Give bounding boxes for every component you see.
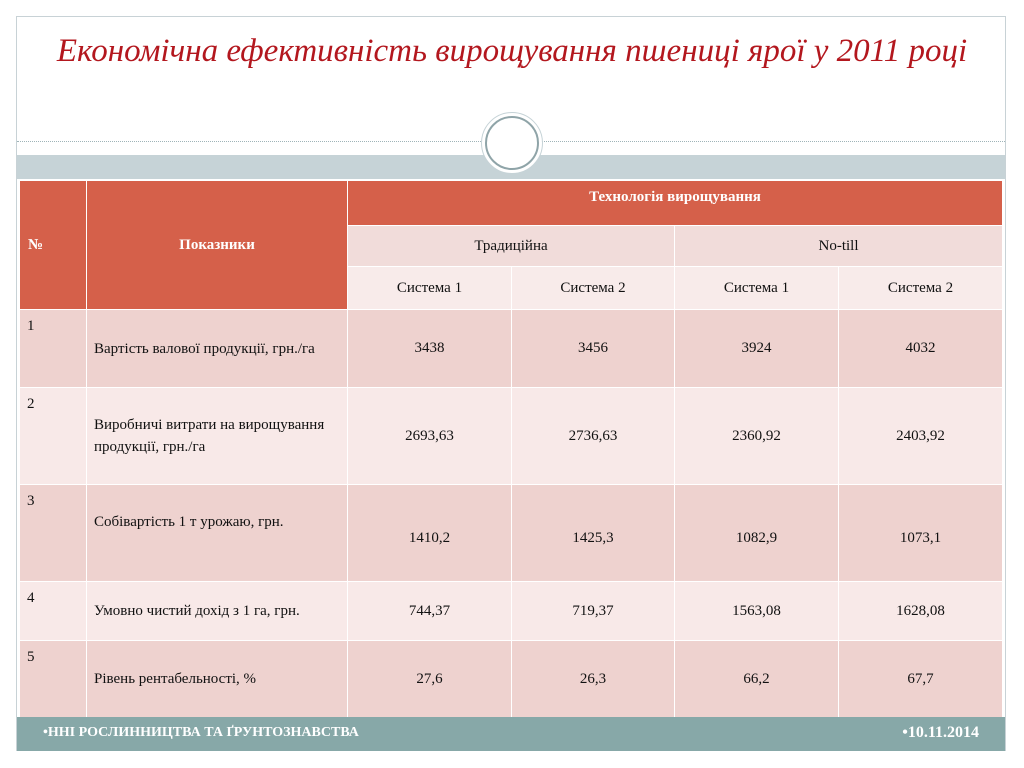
header-system: Система 2 (838, 266, 1003, 310)
row-number: 4 (19, 581, 87, 641)
row-number: 5 (19, 640, 87, 718)
footer-institute: •ННІ РОСЛИННИЦТВА ТА ҐРУНТОЗНАВСТВА (43, 725, 359, 740)
row-value: 1563,08 (674, 581, 839, 641)
decorative-circle-ring (485, 116, 539, 170)
row-value: 1082,9 (674, 484, 839, 582)
row-value: 1410,2 (347, 484, 512, 582)
row-value: 2693,63 (347, 387, 512, 485)
slide-title: Економічна ефективність вирощування пшен… (56, 33, 968, 69)
row-value: 1425,3 (511, 484, 675, 582)
row-number: 3 (19, 484, 87, 582)
row-value: 4032 (838, 309, 1003, 388)
row-value: 3438 (347, 309, 512, 388)
row-value: 66,2 (674, 640, 839, 718)
header-system: Система 1 (674, 266, 839, 310)
table-row: 4 Умовно чистий дохід з 1 га, грн. 744,3… (19, 581, 1003, 641)
row-indicator: Вартість валової продукції, грн./га (86, 309, 348, 388)
row-value: 744,37 (347, 581, 512, 641)
row-number: 1 (19, 309, 87, 388)
footer-date: •10.11.2014 (902, 724, 979, 741)
header-technology-group: Технологія вирощування (347, 180, 1003, 226)
header-technology-notill: No-till (674, 225, 1003, 267)
header-indicators: Показники (86, 180, 348, 310)
row-indicator: Рівень рентабельності, % (86, 640, 348, 718)
table-row: 1 Вартість валової продукції, грн./га 34… (19, 309, 1003, 388)
row-indicator: Виробничі витрати на вирощування продукц… (86, 387, 348, 485)
row-value: 719,37 (511, 581, 675, 641)
row-value: 3924 (674, 309, 839, 388)
row-value: 2360,92 (674, 387, 839, 485)
row-indicator: Умовно чистий дохід з 1 га, грн. (86, 581, 348, 641)
row-value: 1628,08 (838, 581, 1003, 641)
row-value: 26,3 (511, 640, 675, 718)
row-value: 67,7 (838, 640, 1003, 718)
row-number: 2 (19, 387, 87, 485)
header-technology-traditional: Традиційна (347, 225, 675, 267)
row-value: 1073,1 (838, 484, 1003, 582)
row-value: 2403,92 (838, 387, 1003, 485)
table-row: 5 Рівень рентабельності, % 27,6 26,3 66,… (19, 640, 1003, 718)
footer-bar: •ННІ РОСЛИННИЦТВА ТА ҐРУНТОЗНАВСТВА •10.… (17, 717, 1005, 751)
row-value: 3456 (511, 309, 675, 388)
header-system: Система 2 (511, 266, 675, 310)
data-table: № Показники Технологія вирощування Тради… (19, 180, 1003, 718)
header-system: Система 1 (347, 266, 512, 310)
row-value: 27,6 (347, 640, 512, 718)
data-table-wrap: № Показники Технологія вирощування Тради… (19, 180, 1003, 718)
table-row: 3 Собівартість 1 т урожаю, грн. 1410,2 1… (19, 484, 1003, 582)
header-num: № (19, 180, 87, 310)
row-indicator: Собівартість 1 т урожаю, грн. (86, 484, 348, 582)
row-value: 2736,63 (511, 387, 675, 485)
table-row: 2 Виробничі витрати на вирощування проду… (19, 387, 1003, 485)
